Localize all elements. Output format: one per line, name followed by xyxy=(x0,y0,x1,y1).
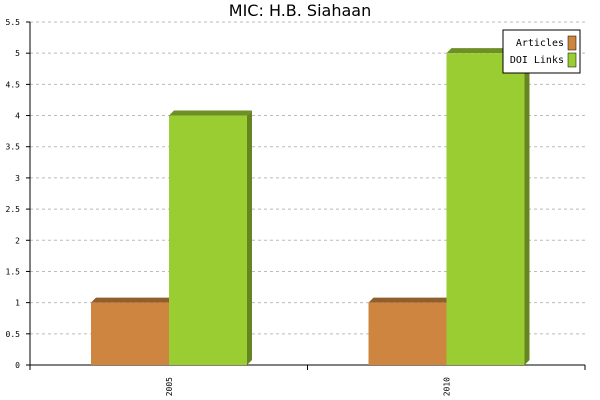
bar-face xyxy=(169,115,247,365)
bar xyxy=(169,110,252,365)
y-tick-label: 0.5 xyxy=(6,330,21,339)
bar-face xyxy=(368,302,447,365)
y-tick-label: 1 xyxy=(15,299,20,308)
legend-label: Articles xyxy=(516,38,564,49)
y-tick-label: 4 xyxy=(15,112,20,121)
bar-top xyxy=(368,297,452,303)
bar-face xyxy=(91,302,169,365)
y-tick-label: 3.5 xyxy=(6,143,21,152)
y-tick-label: 2 xyxy=(15,236,20,245)
legend-swatch xyxy=(567,35,577,51)
bar xyxy=(446,48,530,365)
bar-top xyxy=(91,297,174,303)
bar xyxy=(91,297,174,365)
bar-side xyxy=(524,48,530,365)
bar-face xyxy=(446,53,525,365)
y-tick-label: 3 xyxy=(15,174,20,183)
legend-label: DOI Links xyxy=(510,55,564,66)
y-tick-label: 5.5 xyxy=(6,18,21,27)
x-tick-label: 2005 xyxy=(165,377,174,396)
bar xyxy=(368,297,452,365)
bar-side xyxy=(247,110,252,365)
bar-top xyxy=(169,110,252,116)
y-tick-label: 5 xyxy=(15,49,20,58)
legend-swatch xyxy=(567,52,577,68)
y-tick-label: 1.5 xyxy=(6,267,21,276)
x-tick-label: 2010 xyxy=(443,377,452,396)
legend-box xyxy=(502,29,581,74)
y-tick-label: 2.5 xyxy=(6,205,21,214)
y-tick-label: 4.5 xyxy=(6,80,21,89)
chart-title: MIC: H.B. Siahaan xyxy=(229,1,371,20)
y-tick-label: 0 xyxy=(15,361,20,370)
